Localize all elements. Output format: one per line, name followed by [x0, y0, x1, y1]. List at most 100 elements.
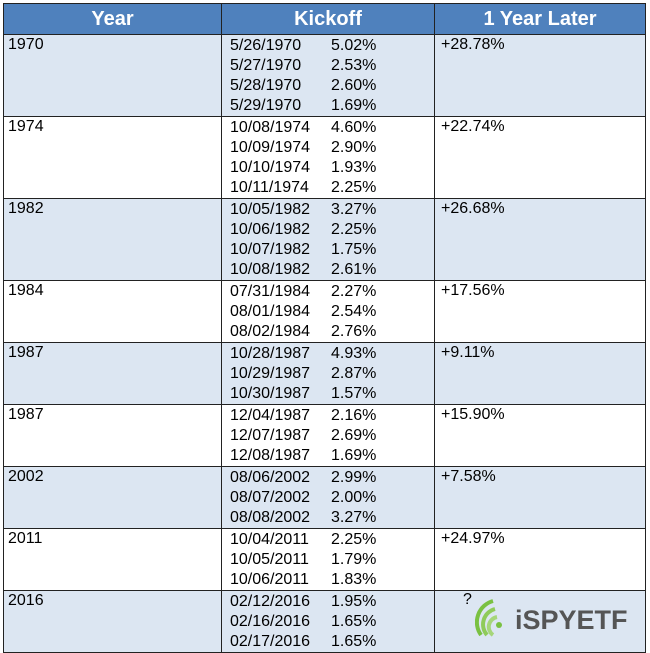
kickoff-cell: 10/08/1974 4.60% 10/09/1974 2.90% 10/10/1974… — [221, 116, 435, 199]
kickoff-line: 10/04/2011 2.25% — [222, 530, 434, 550]
kickoff-line: 5/28/1970 2.60% — [222, 76, 434, 96]
table-row: 1974 10/08/1974 4.60% 10/09/1974 2.90% 10/10/… — [3, 116, 646, 199]
kickoff-date: 02/12/2016 — [230, 593, 311, 610]
kickoff-cell: 08/06/2002 2.99% 08/07/2002 2.00% 08/08/2002… — [221, 466, 435, 529]
kickoff-date: 5/28/1970 — [230, 77, 302, 94]
table-row: 2002 08/06/2002 2.99% 08/07/2002 2.00% 08/08/… — [3, 466, 646, 529]
year-cell: 1970 — [3, 34, 222, 117]
kickoff-percent: 2.25% — [331, 531, 377, 548]
kickoff-percent: 5.02% — [331, 37, 377, 54]
kickoff-line: 5/26/1970 5.02% — [222, 36, 434, 56]
kickoff-date: 08/06/2002 — [230, 469, 311, 486]
one-year-later-cell: +26.68% — [434, 198, 646, 281]
unknown-return: ? — [463, 591, 472, 608]
kickoff-date: 08/02/1984 — [230, 323, 311, 340]
kickoff-line: 10/07/1982 1.75% — [222, 240, 434, 260]
kickoff-percent: 2.69% — [331, 427, 377, 444]
kickoff-date: 10/28/1987 — [230, 345, 311, 362]
kickoff-line: 12/04/1987 2.16% — [222, 406, 434, 426]
kickoff-line: 10/08/1982 2.61% — [222, 260, 434, 280]
year-cell: 2002 — [3, 466, 222, 529]
kickoff-date: 10/30/1987 — [230, 385, 311, 402]
kickoff-date: 10/08/1974 — [230, 119, 311, 136]
kickoff-line: 5/27/1970 2.53% — [222, 56, 434, 76]
table-row: 1982 10/05/1982 3.27% 10/06/1982 2.25% 10/07/… — [3, 198, 646, 281]
one-year-later-cell: +17.56% — [434, 280, 646, 343]
table-row: 1987 10/28/1987 4.93% 10/29/1987 2.87% 10/30/… — [3, 342, 646, 405]
year-cell: 2011 — [3, 528, 222, 591]
one-year-later-cell: +15.90% — [434, 404, 646, 467]
kickoff-percent: 3.27% — [331, 509, 377, 526]
header-year: Year — [3, 3, 222, 35]
kickoff-percent: 2.60% — [331, 77, 377, 94]
kickoff-date: 02/16/2016 — [230, 613, 311, 630]
header-row: Year Kickoff 1 Year Later — [3, 3, 646, 35]
kickoff-date: 10/07/1982 — [230, 241, 311, 258]
kickoff-line: 02/16/2016 1.65% — [222, 612, 434, 632]
kickoff-line: 02/17/2016 1.65% — [222, 632, 434, 652]
kickoff-line: 10/30/1987 1.57% — [222, 384, 434, 404]
kickoff-date: 5/26/1970 — [230, 37, 302, 54]
kickoff-date: 10/06/1982 — [230, 221, 311, 238]
kickoff-table: Year Kickoff 1 Year Later 1970 5/26/1970 5… — [3, 3, 646, 653]
kickoff-date: 10/29/1987 — [230, 365, 311, 382]
table-row: 2016 02/12/2016 1.95% 02/16/2016 1.65% 02/17/… — [3, 590, 646, 653]
kickoff-date: 10/05/2011 — [230, 551, 309, 568]
year-cell: 1982 — [3, 198, 222, 281]
year-cell: 1987 — [3, 404, 222, 467]
kickoff-percent: 1.65% — [331, 613, 377, 630]
table-row: 2011 10/04/2011 2.25% 10/05/2011 1.79% 10/06/… — [3, 528, 646, 591]
kickoff-percent: 1.75% — [331, 241, 377, 258]
kickoff-percent: 3.27% — [331, 201, 377, 218]
kickoff-cell: 07/31/1984 2.27% 08/01/1984 2.54% 08/02/1984… — [221, 280, 435, 343]
one-year-later-cell: +9.11% — [434, 342, 646, 405]
kickoff-percent: 1.69% — [331, 447, 377, 464]
kickoff-date: 12/08/1987 — [230, 447, 311, 464]
kickoff-line: 10/29/1987 2.87% — [222, 364, 434, 384]
kickoff-date: 10/11/1974 — [230, 179, 309, 196]
kickoff-line: 10/06/2011 1.83% — [222, 570, 434, 590]
kickoff-percent: 1.95% — [331, 593, 377, 610]
kickoff-line: 08/06/2002 2.99% — [222, 468, 434, 488]
kickoff-date: 5/27/1970 — [230, 57, 302, 74]
kickoff-percent: 1.69% — [331, 97, 377, 114]
kickoff-date: 10/04/2011 — [230, 531, 309, 548]
kickoff-percent: 2.99% — [331, 469, 377, 486]
kickoff-date: 08/01/1984 — [230, 303, 311, 320]
radar-icon — [475, 599, 502, 637]
kickoff-line: 12/07/1987 2.69% — [222, 426, 434, 446]
kickoff-percent: 2.61% — [331, 261, 377, 278]
kickoff-date: 08/07/2002 — [230, 489, 311, 506]
kickoff-percent: 4.60% — [331, 119, 377, 136]
kickoff-date: 07/31/1984 — [230, 283, 311, 300]
kickoff-cell: 02/12/2016 1.95% 02/16/2016 1.65% 02/17/2016… — [221, 590, 435, 653]
kickoff-percent: 2.87% — [331, 365, 377, 382]
header-one-year-later: 1 Year Later — [434, 3, 646, 35]
year-cell: 1984 — [3, 280, 222, 343]
kickoff-percent: 4.93% — [331, 345, 377, 362]
one-year-later-cell: +22.74% — [434, 116, 646, 199]
kickoff-date: 12/07/1987 — [230, 427, 311, 444]
kickoff-percent: 2.53% — [331, 57, 377, 74]
kickoff-date: 10/09/1974 — [230, 139, 311, 156]
year-cell: 1974 — [3, 116, 222, 199]
kickoff-percent: 2.54% — [331, 303, 377, 320]
kickoff-percent: 1.93% — [331, 159, 377, 176]
kickoff-cell: 10/04/2011 2.25% 10/05/2011 1.79% 10/06/2011… — [221, 528, 435, 591]
kickoff-date: 12/04/1987 — [230, 407, 311, 424]
kickoff-date: 08/08/2002 — [230, 509, 311, 526]
kickoff-percent: 2.25% — [331, 179, 377, 196]
one-year-later-cell: +7.58% — [434, 466, 646, 529]
kickoff-cell: 10/05/1982 3.27% 10/06/1982 2.25% 10/07/1982… — [221, 198, 435, 281]
kickoff-line: 10/06/1982 2.25% — [222, 220, 434, 240]
kickoff-line: 02/12/2016 1.95% — [222, 592, 434, 612]
kickoff-percent: 1.83% — [331, 571, 377, 588]
kickoff-line: 5/29/1970 1.69% — [222, 96, 434, 116]
year-cell: 2016 — [3, 590, 222, 653]
kickoff-percent: 2.27% — [331, 283, 377, 300]
kickoff-line: 08/02/1984 2.76% — [222, 322, 434, 342]
kickoff-line: 10/05/1982 3.27% — [222, 200, 434, 220]
kickoff-percent: 1.65% — [331, 633, 377, 650]
kickoff-percent: 1.57% — [331, 385, 377, 402]
kickoff-percent: 2.90% — [331, 139, 377, 156]
